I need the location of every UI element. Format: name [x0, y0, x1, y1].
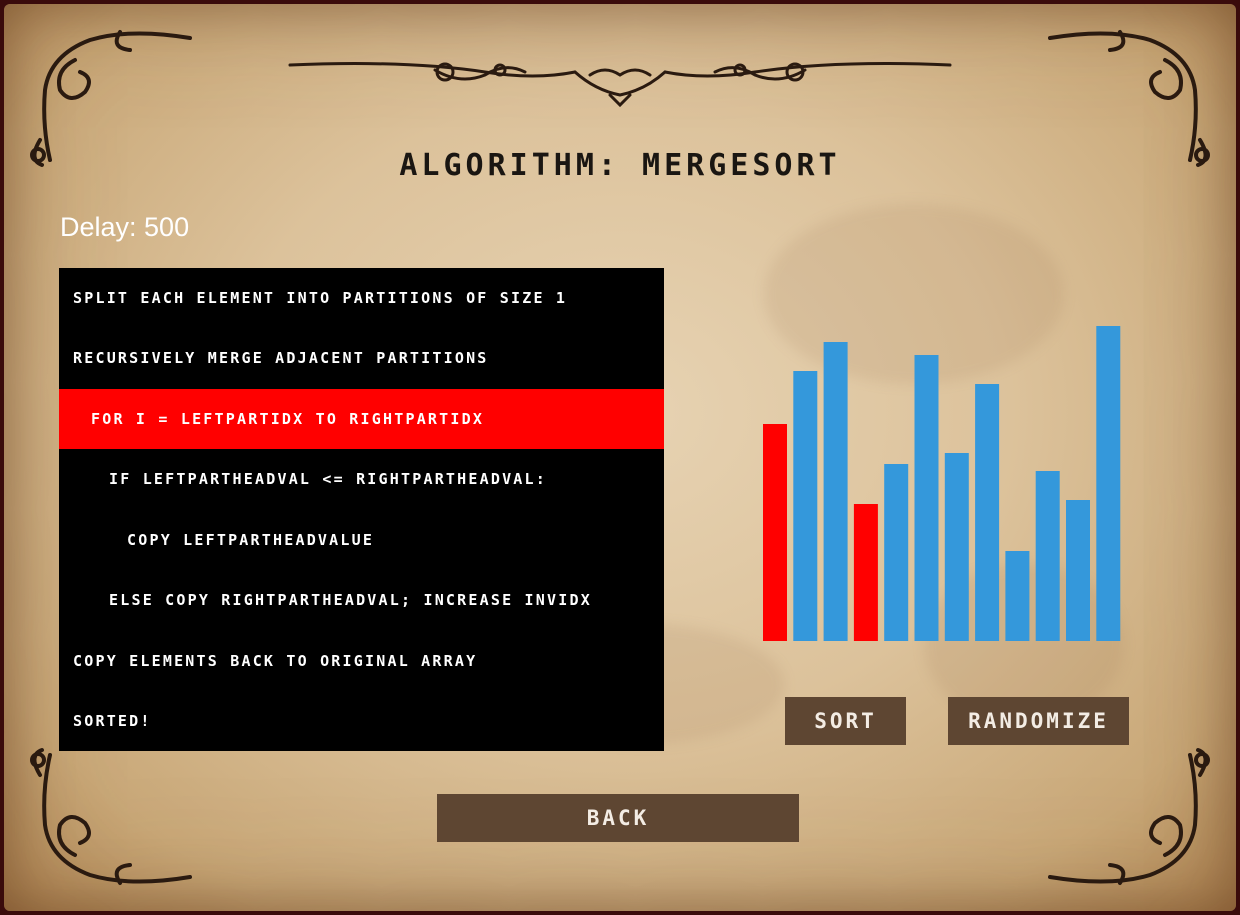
randomize-button[interactable]: RANDOMIZE [948, 697, 1129, 745]
sort-button-label: SORT [814, 709, 877, 733]
back-button[interactable]: BACK [437, 794, 799, 842]
algorithm-title: ALGORITHM: MERGESORT [399, 148, 841, 183]
pseudocode-line: COPY ELEMENTS BACK TO ORIGINAL ARRAY [59, 631, 664, 691]
pseudocode-line: RECURSIVELY MERGE ADJACENT PARTITIONS [59, 328, 664, 388]
pseudocode-line: IF LEFTPARTHEADVAL <= RIGHTPARTHEADVAL: [59, 449, 664, 509]
corner-ornament-bottom-right [1048, 748, 1210, 885]
pseudocode-line-text: COPY LEFTPARTHEADVALUE [127, 531, 375, 549]
pseudocode-line-text: RECURSIVELY MERGE ADJACENT PARTITIONS [73, 349, 489, 367]
corner-ornament-bottom-left [30, 748, 192, 885]
randomize-button-label: RANDOMIZE [968, 709, 1109, 733]
pseudocode-line-active: FOR I = LEFTPARTIDX TO RIGHTPARTIDX [59, 389, 664, 449]
pseudocode-line-text: FOR I = LEFTPARTIDX TO RIGHTPARTIDX [91, 410, 485, 428]
corner-ornament-top-left [30, 30, 192, 167]
pseudocode-line: SPLIT EACH ELEMENT INTO PARTITIONS OF SI… [59, 268, 664, 328]
delay-label: Delay: 500 [60, 212, 190, 242]
pseudocode-line-text: IF LEFTPARTHEADVAL <= RIGHTPARTHEADVAL: [109, 470, 547, 488]
pseudocode-line-text: ELSE COPY RIGHTPARTHEADVAL; INCREASE INV… [109, 591, 592, 609]
pseudocode-line-text: COPY ELEMENTS BACK TO ORIGINAL ARRAY [73, 652, 478, 670]
pseudocode-line: SORTED! [59, 691, 664, 751]
sort-button[interactable]: SORT [785, 697, 906, 745]
top-flourish-ornament [288, 62, 952, 108]
pseudocode-line: ELSE COPY RIGHTPARTHEADVAL; INCREASE INV… [59, 570, 664, 630]
pseudocode-line: COPY LEFTPARTHEADVALUE [59, 510, 664, 570]
pseudocode-panel: SPLIT EACH ELEMENT INTO PARTITIONS OF SI… [59, 268, 664, 751]
back-button-label: BACK [586, 806, 650, 830]
corner-ornament-top-right [1048, 30, 1210, 167]
pseudocode-line-text: SORTED! [73, 712, 152, 730]
pseudocode-line-text: SPLIT EACH ELEMENT INTO PARTITIONS OF SI… [73, 289, 568, 307]
